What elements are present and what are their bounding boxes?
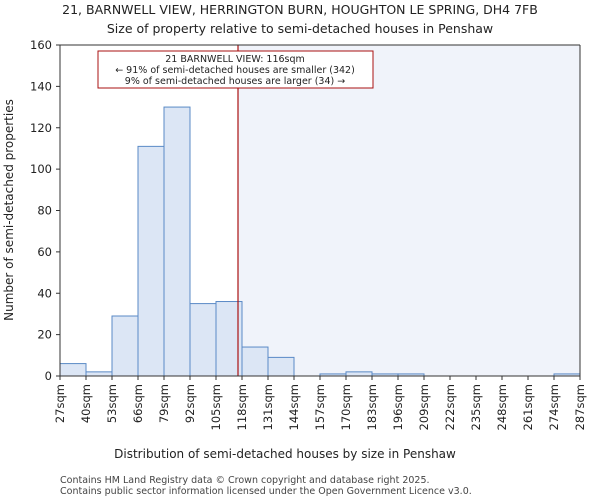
y-tick-label-160: 160 — [30, 38, 52, 52]
bar-66sqm — [137, 145, 165, 377]
bar-170sqm — [345, 371, 373, 377]
y-tick-label-120: 120 — [30, 121, 52, 135]
bar-53sqm — [111, 315, 139, 377]
x-tick-label-27sqm: 27sqm — [53, 384, 67, 423]
chart-subtitle: Size of property relative to semi-detach… — [107, 21, 493, 36]
x-tick-label-196sqm: 196sqm — [391, 384, 405, 430]
x-tick-label-118sqm: 118sqm — [235, 384, 249, 430]
x-tick-label-144sqm: 144sqm — [287, 384, 301, 430]
bar-118sqm — [241, 346, 269, 377]
x-tick-label-287sqm: 287sqm — [573, 384, 587, 430]
plot-area: 0 20 40 60 80 100 120 140 160 27sqm 40sqm 53sqm 66sq… — [30, 38, 587, 430]
x-tick-label-131sqm: 131sqm — [261, 384, 275, 430]
y-tick-label-140: 140 — [30, 79, 52, 93]
y-tick-label-80: 80 — [37, 204, 52, 218]
x-tick-label-222sqm: 222sqm — [443, 384, 457, 430]
x-tick-label-92sqm: 92sqm — [183, 384, 197, 423]
annotation-box: 21 BARNWELL VIEW: 116sqm ← 91% of semi-d… — [97, 50, 374, 89]
x-tick-label-40sqm: 40sqm — [79, 384, 93, 423]
y-tick-label-40: 40 — [37, 286, 52, 300]
footer-line-1: Contains HM Land Registry data © Crown c… — [60, 475, 430, 486]
annotation-line-2: ← 91% of semi-detached houses are smalle… — [115, 65, 355, 76]
annotation-line-3: 9% of semi-detached houses are larger (3… — [125, 76, 345, 87]
larger-region-shade — [238, 45, 580, 376]
y-tick-label-20: 20 — [37, 328, 52, 342]
y-tick-label-100: 100 — [30, 162, 52, 176]
x-axis-label: Distribution of semi-detached houses by … — [114, 447, 456, 461]
x-tick-label-183sqm: 183sqm — [365, 384, 379, 430]
bar-27sqm — [59, 363, 87, 377]
x-tick-label-157sqm: 157sqm — [313, 384, 327, 430]
bar-40sqm — [85, 371, 113, 377]
annotation-line-1: 21 BARNWELL VIEW: 116sqm — [165, 54, 305, 65]
footer-line-2: Contains public sector information licen… — [60, 486, 472, 497]
x-tick-label-53sqm: 53sqm — [105, 384, 119, 423]
x-tick-label-105sqm: 105sqm — [209, 384, 223, 430]
chart-title: 21, BARNWELL VIEW, HERRINGTON BURN, HOUG… — [62, 2, 538, 17]
x-tick-label-248sqm: 248sqm — [495, 384, 509, 430]
y-tick-label-60: 60 — [37, 245, 52, 259]
annotation-border — [97, 50, 374, 89]
x-tick-label-261sqm: 261sqm — [521, 384, 535, 430]
x-tick-label-79sqm: 79sqm — [157, 384, 171, 423]
x-tick-label-209sqm: 209sqm — [417, 384, 431, 430]
x-tick-label-170sqm: 170sqm — [339, 384, 353, 430]
y-axis-label: Number of semi-detached properties — [2, 99, 16, 321]
bar-92sqm — [189, 303, 217, 377]
x-tick-label-274sqm: 274sqm — [547, 384, 561, 430]
y-tick-label-0: 0 — [45, 369, 52, 383]
bar-131sqm — [267, 356, 295, 377]
x-tick-label-66sqm: 66sqm — [131, 384, 145, 423]
bar-79sqm — [163, 106, 191, 377]
x-tick-label-235sqm: 235sqm — [469, 384, 483, 430]
